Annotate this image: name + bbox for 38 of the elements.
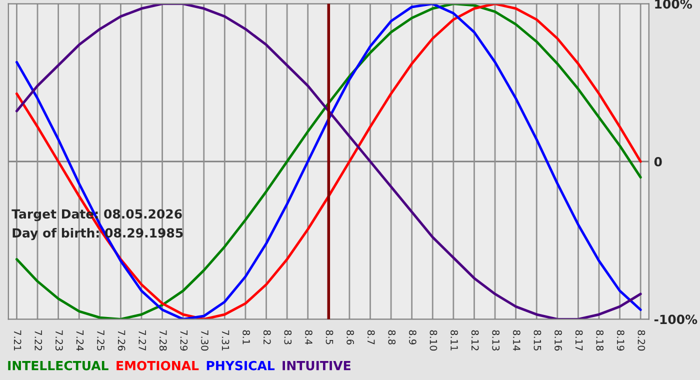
text: INTUITIVE: [282, 361, 350, 370]
x-tick-label: 8.18: [596, 330, 604, 351]
x-tick-label: 7.23: [55, 330, 63, 350]
x-tick-label: 8.12: [471, 330, 479, 350]
text: PHYSICAL: [206, 360, 275, 370]
y-tick-label: -100%: [654, 314, 698, 324]
x-tick-label: 8.19: [616, 330, 624, 351]
x-tick-label: 7.22: [34, 330, 42, 350]
x-tick-label: 8.11: [450, 330, 458, 350]
x-tick-label: 8.14: [512, 330, 520, 351]
x-tick-label: 7.24: [76, 330, 84, 351]
annotation: Day of birth: 08.29.1985: [12, 228, 183, 240]
x-tick-label: 7.29: [180, 330, 188, 351]
x-tick-label: 7.25: [97, 330, 104, 350]
x-tick-label: 8.15: [534, 330, 542, 350]
x-tick-label: 7.31: [222, 330, 230, 350]
x-tick-label: 8.7: [367, 330, 375, 344]
x-tick-label: 8.4: [305, 330, 312, 345]
x-tick-label: 7.26: [118, 330, 126, 351]
x-tick-label: 7.27: [138, 330, 146, 350]
x-tick-label: 7.30: [201, 330, 208, 351]
x-tick-label: 8.8: [388, 330, 396, 344]
x-tick-label: 8.17: [575, 330, 583, 350]
x-tick-label: 8.10: [430, 330, 438, 351]
text: INTELLECTUAL: [8, 360, 108, 370]
x-tick-label: 7.21: [14, 330, 22, 350]
y-tick-label: 0: [654, 156, 662, 166]
x-tick-label: 8.6: [346, 330, 354, 344]
x-tick-label: 7.28: [159, 330, 167, 351]
x-tick-label: 8.1: [242, 330, 250, 344]
text: EMOTIONAL: [116, 360, 199, 370]
x-tick-label: 8.5: [326, 330, 334, 344]
x-tick-label: 8.13: [492, 330, 500, 350]
x-tick-label: 8.9: [409, 330, 416, 344]
x-tick-label: 8.20: [638, 330, 646, 351]
x-tick-label: 8.2: [263, 330, 271, 344]
x-tick-label: 8.16: [554, 330, 562, 351]
x-tick-label: 8.3: [284, 330, 292, 344]
